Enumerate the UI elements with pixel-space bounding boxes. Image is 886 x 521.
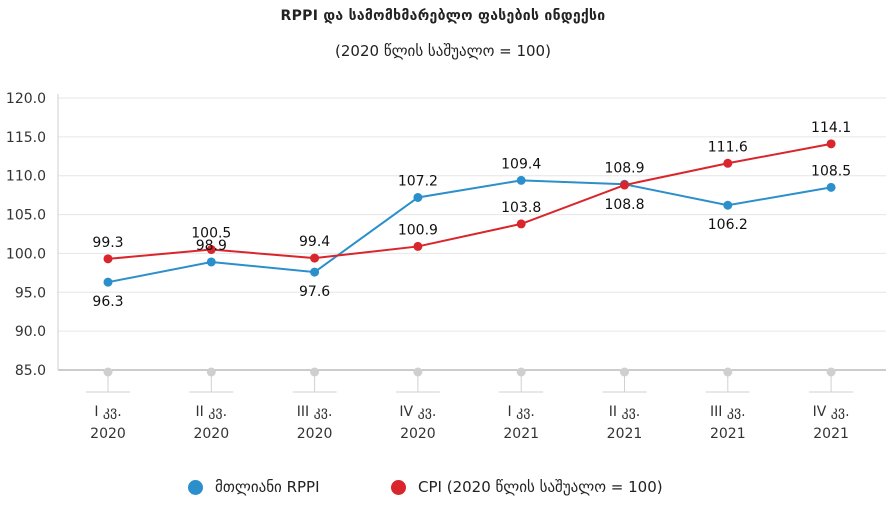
legend-marker-cpi [391,479,406,495]
legend-label-rppi: მთლიანი RPPI [215,478,320,496]
x-tick-year: 2020 [193,426,229,442]
data-point-rppi [103,277,113,287]
x-axis-dot [413,367,423,377]
y-tick-label: 110.0 [6,169,46,185]
data-point-cpi [516,219,526,229]
y-tick-label: 120.0 [6,91,46,107]
legend: მთლიანი RPPI CPI (2020 წლის საშუალო = 10… [0,478,886,500]
x-tick-label: II კვ. [196,404,227,420]
data-point-cpi [723,158,733,168]
data-label-cpi: 100.9 [398,222,438,238]
x-axis-dot [310,367,320,377]
data-label-cpi: 99.3 [92,235,123,251]
y-tick-label: 115.0 [6,130,46,146]
data-label-cpi: 100.5 [191,226,231,242]
series-line-cpi [107,142,832,260]
x-tick-label: III კვ. [297,404,333,420]
data-point-rppi [206,257,216,267]
data-point-cpi [620,180,629,190]
x-axis-dot [516,367,526,377]
data-point-cpi [103,254,113,264]
y-tick-label: 105.0 [6,208,46,224]
data-point-rppi [826,182,836,192]
x-axis-dot [206,367,216,377]
data-label-rppi: 107.2 [398,173,438,189]
x-tick-label: I კვ. [94,404,121,420]
y-tick-label: 85.0 [15,363,46,379]
x-tick-year: 2020 [297,426,333,442]
data-point-rppi [310,267,320,277]
legend-marker-rppi [188,479,203,495]
x-tick-label: III კვ. [710,404,746,420]
x-axis-dot [620,367,629,377]
data-label-rppi: 96.3 [92,294,123,310]
x-tick-label: IV კვ. [813,404,850,420]
x-tick-year: 2021 [710,426,746,442]
data-point-rppi [413,192,423,202]
x-tick-year: 2021 [813,426,849,442]
data-label-rppi: 97.6 [299,284,330,300]
data-label-rppi: 108.9 [604,160,644,176]
data-label-rppi: 108.5 [811,163,851,179]
data-label-cpi: 108.8 [604,197,644,213]
data-point-cpi [826,139,836,149]
x-tick-year: 2020 [90,426,126,442]
data-point-cpi [206,245,216,255]
data-point-cpi [413,241,423,251]
x-tick-year: 2021 [607,426,643,442]
x-axis-dot [826,367,836,377]
data-point-rppi [723,200,733,210]
data-label-rppi: 109.4 [501,156,541,172]
x-tick-year: 2021 [503,426,539,442]
data-label-cpi: 99.4 [299,234,330,250]
x-tick-year: 2020 [400,426,436,442]
x-tick-label: IV კვ. [399,404,436,420]
data-label-cpi: 111.6 [708,139,748,155]
line-chart: 120.0 115.0 110.0 105.0 100.0 95.0 90.0 85.0 I კ… [6,91,886,442]
data-point-rppi [516,175,526,185]
y-tick-label: 100.0 [6,246,46,262]
legend-item-cpi: CPI (2020 წლის საშუალო = 100) [391,478,663,496]
x-tick-label: I კვ. [508,404,535,420]
data-label-cpi: 103.8 [501,200,541,216]
legend-item-rppi: მთლიანი RPPI [188,478,320,496]
data-label-cpi: 114.1 [811,120,851,136]
series-line-rppi [107,179,832,284]
data-label-rppi: 98.9 [196,238,227,254]
y-tick-label: 90.0 [15,324,46,340]
x-axis-dot [103,367,113,377]
chart-title: RPPI და სამომხმარებლო ფასების ინდექსი [280,8,606,24]
y-tick-label: 95.0 [15,285,46,301]
x-tick-label: II კვ. [609,404,640,420]
data-label-rppi: 106.2 [708,217,748,233]
legend-label-cpi: CPI (2020 წლის საშუალო = 100) [418,478,663,496]
chart-subtitle: (2020 წლის საშუალო = 100) [335,42,551,60]
data-point-cpi [310,253,320,263]
x-axis-dot [723,367,733,377]
